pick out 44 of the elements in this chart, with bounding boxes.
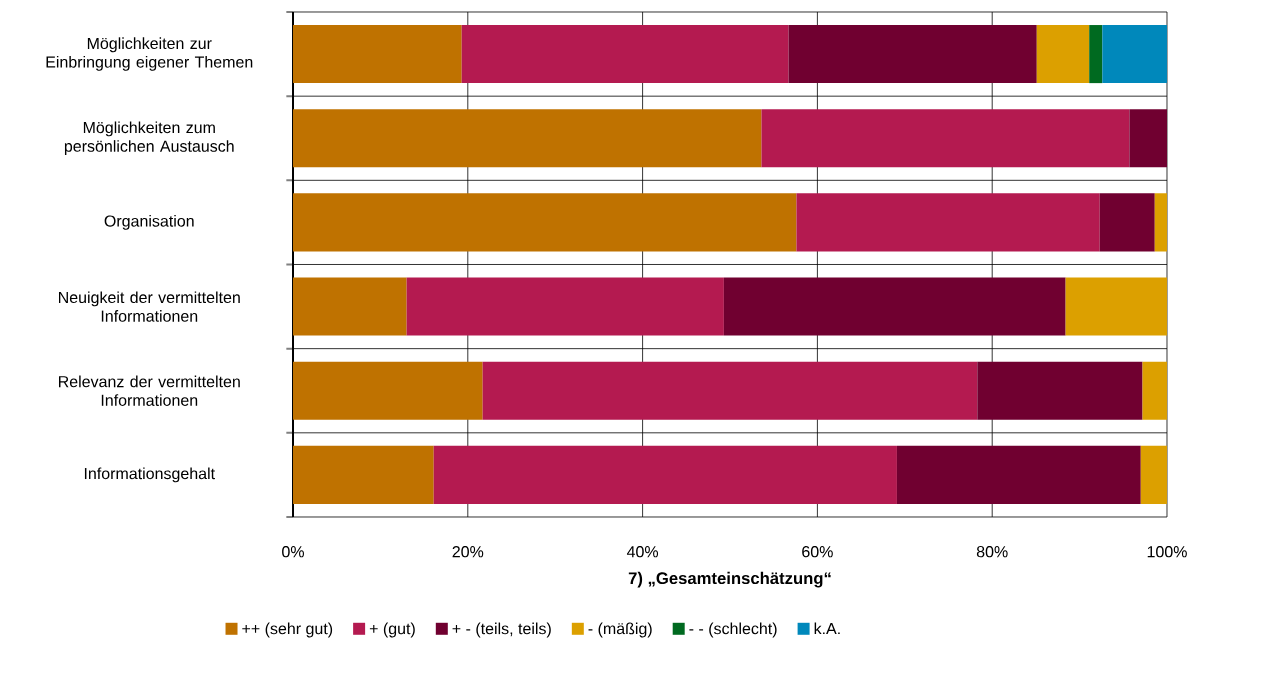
bar: [977, 361, 1143, 420]
bar: [896, 445, 1141, 504]
legend-label: - - (schlecht): [689, 622, 777, 638]
y-tick-label: Möglichkeiten zur Einbringung eigener Themen: [46, 37, 253, 71]
y-tick-label: Organisation: [104, 214, 194, 230]
bar: [433, 445, 897, 504]
bar: [788, 25, 1037, 84]
y-tick-label: Relevanz der vermittelten Informationen: [59, 375, 240, 406]
y-tick-label: Informationsgehalt: [84, 467, 215, 483]
x-axis-title: 7) „Gesamteinschätzung“: [628, 571, 831, 588]
bar: [723, 277, 1066, 336]
legend-label: - (mäßig): [588, 622, 652, 638]
legend-label: + - (teils, teils): [452, 622, 551, 638]
bar: [293, 445, 434, 504]
bar: [1089, 25, 1103, 84]
bar: [482, 361, 978, 420]
y-tick-label: Möglichkeiten zum persönlichen Austausch: [64, 121, 234, 156]
bar: [796, 193, 1100, 252]
bar: [1036, 25, 1090, 84]
bar: [293, 25, 462, 84]
x-tick-label: 80%: [976, 546, 1008, 558]
bar: [293, 109, 762, 168]
bar: [293, 193, 797, 252]
bar: [1102, 25, 1167, 84]
bar: [461, 25, 789, 84]
x-tick-label: 40%: [626, 546, 659, 558]
bar: [293, 277, 407, 336]
bar: [1142, 361, 1167, 420]
bar: [1065, 277, 1167, 336]
bar: [761, 109, 1130, 168]
legend-label: ++ (sehr gut): [242, 622, 333, 638]
bar: [293, 361, 483, 420]
bar: [1140, 445, 1167, 504]
bar: [1129, 109, 1167, 168]
y-tick-label: Neuigkeit der vermittelten Informationen: [59, 291, 240, 322]
x-tick-label: 0%: [282, 546, 304, 558]
legend-label: + (gut): [369, 622, 415, 638]
bar: [1099, 193, 1155, 252]
x-tick-label: 20%: [452, 546, 484, 558]
bar: [406, 277, 724, 336]
x-tick-label: 100%: [1147, 546, 1187, 558]
bar: [1154, 193, 1167, 252]
x-tick-label: 60%: [802, 546, 833, 558]
legend-label: k.A.: [814, 622, 840, 635]
